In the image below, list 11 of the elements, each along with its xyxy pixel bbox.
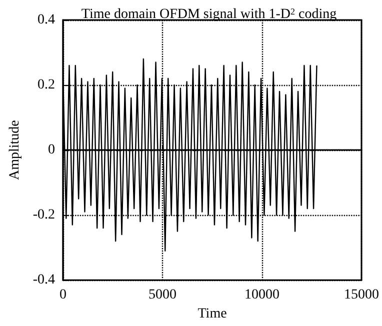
- x-tick-label: 0: [60, 288, 67, 303]
- x-tick-label: 5000: [148, 288, 177, 303]
- y-tick-label: 0.4: [38, 12, 56, 28]
- x-axis-title: Time: [198, 306, 227, 322]
- y-tick-label: 0.2: [38, 78, 56, 93]
- y-tick-label: 0: [48, 142, 56, 158]
- x-tick-label: 10000: [244, 288, 280, 303]
- y-tick-label: -0.2: [32, 208, 56, 223]
- y-axis-title: Amplitude: [8, 120, 22, 180]
- x-tick-label: 15000: [344, 288, 379, 303]
- y-tick-label: -0.4: [32, 272, 56, 288]
